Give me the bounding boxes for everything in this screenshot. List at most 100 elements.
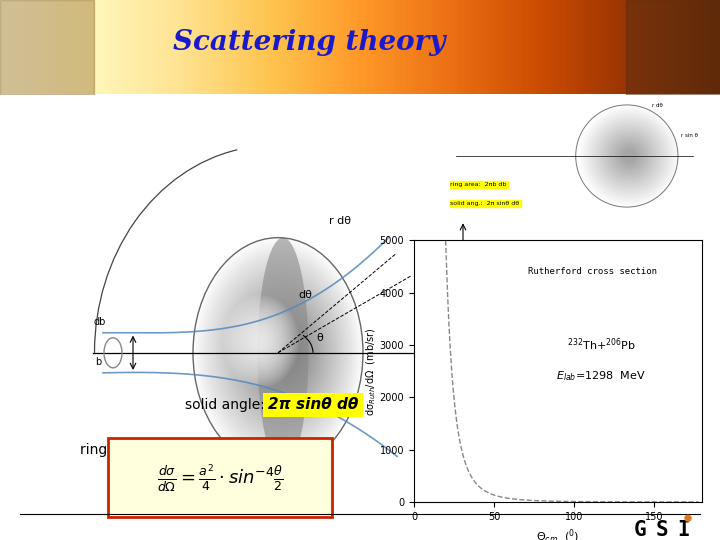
- Ellipse shape: [215, 264, 346, 442]
- Text: r sin θ: r sin θ: [471, 385, 505, 395]
- Ellipse shape: [277, 341, 295, 365]
- Ellipse shape: [236, 290, 328, 415]
- Ellipse shape: [616, 143, 642, 169]
- Ellipse shape: [585, 111, 675, 201]
- Ellipse shape: [598, 125, 660, 187]
- Ellipse shape: [258, 238, 308, 468]
- Text: ring area:  2πb db: ring area: 2πb db: [451, 182, 507, 187]
- Ellipse shape: [241, 296, 324, 409]
- Text: S: S: [656, 520, 668, 540]
- Ellipse shape: [588, 114, 671, 198]
- Ellipse shape: [248, 326, 274, 357]
- Text: $^{232}$Th+$^{206}$Pb: $^{232}$Th+$^{206}$Pb: [567, 337, 636, 353]
- Ellipse shape: [241, 318, 281, 365]
- Ellipse shape: [223, 275, 338, 431]
- Text: G: G: [634, 520, 647, 540]
- Ellipse shape: [234, 288, 330, 417]
- Ellipse shape: [256, 314, 312, 392]
- Ellipse shape: [268, 329, 302, 376]
- Ellipse shape: [226, 299, 296, 383]
- Ellipse shape: [589, 116, 670, 197]
- Text: ring area:: ring area:: [80, 443, 152, 457]
- Text: r dθ: r dθ: [329, 216, 351, 226]
- Ellipse shape: [592, 119, 667, 193]
- Ellipse shape: [204, 251, 354, 455]
- Ellipse shape: [259, 319, 310, 387]
- Ellipse shape: [205, 253, 353, 453]
- Ellipse shape: [248, 306, 318, 400]
- Ellipse shape: [583, 110, 676, 202]
- Ellipse shape: [612, 139, 647, 173]
- Ellipse shape: [218, 268, 343, 437]
- FancyBboxPatch shape: [108, 438, 332, 517]
- Ellipse shape: [609, 136, 650, 177]
- Ellipse shape: [279, 343, 294, 363]
- Ellipse shape: [220, 271, 341, 435]
- Ellipse shape: [202, 248, 356, 457]
- Y-axis label: dσ$_{Ruth}$/dΩ  (mb/sr): dσ$_{Ruth}$/dΩ (mb/sr): [364, 327, 378, 416]
- Ellipse shape: [236, 312, 286, 371]
- Bar: [0, 0, 94, 94]
- Ellipse shape: [615, 141, 644, 170]
- Ellipse shape: [229, 281, 334, 424]
- Text: Rutherford cross section: Rutherford cross section: [528, 267, 657, 276]
- Text: $\frac{d\sigma}{d\Omega} = \frac{a^2}{4} \cdot sin^{-4}\frac{\theta}{2}$: $\frac{d\sigma}{d\Omega} = \frac{a^2}{4}…: [156, 462, 284, 494]
- Ellipse shape: [222, 295, 300, 387]
- Ellipse shape: [240, 315, 282, 367]
- Ellipse shape: [245, 321, 277, 361]
- Ellipse shape: [250, 308, 317, 398]
- Ellipse shape: [608, 134, 652, 178]
- Ellipse shape: [593, 120, 665, 192]
- Ellipse shape: [252, 310, 315, 396]
- Text: r sin θ: r sin θ: [680, 133, 698, 138]
- Ellipse shape: [246, 323, 276, 359]
- Ellipse shape: [200, 246, 357, 459]
- Ellipse shape: [245, 301, 321, 404]
- Ellipse shape: [601, 128, 657, 184]
- Ellipse shape: [578, 105, 680, 207]
- Ellipse shape: [620, 146, 639, 166]
- Ellipse shape: [253, 332, 269, 351]
- Ellipse shape: [228, 301, 294, 381]
- Ellipse shape: [271, 334, 300, 372]
- Ellipse shape: [227, 279, 336, 427]
- Ellipse shape: [212, 262, 347, 444]
- Ellipse shape: [233, 307, 289, 375]
- Ellipse shape: [623, 150, 636, 163]
- Ellipse shape: [246, 303, 320, 402]
- Ellipse shape: [243, 319, 279, 363]
- Ellipse shape: [581, 108, 678, 204]
- Ellipse shape: [207, 255, 351, 450]
- Bar: [626, 0, 720, 94]
- Ellipse shape: [586, 112, 673, 199]
- Ellipse shape: [600, 126, 659, 186]
- Ellipse shape: [253, 312, 314, 394]
- X-axis label: $\Theta_{cm}$  $(^{0})$: $\Theta_{cm}$ $(^{0})$: [536, 528, 580, 540]
- Ellipse shape: [216, 266, 344, 440]
- Ellipse shape: [611, 137, 648, 175]
- Ellipse shape: [275, 338, 297, 367]
- Text: θ: θ: [316, 333, 323, 343]
- Text: r dθ: r dθ: [652, 103, 663, 108]
- Ellipse shape: [621, 148, 638, 164]
- Ellipse shape: [270, 332, 301, 374]
- Ellipse shape: [243, 299, 323, 407]
- Ellipse shape: [606, 132, 653, 179]
- Text: I: I: [678, 520, 690, 540]
- Ellipse shape: [230, 303, 292, 379]
- Ellipse shape: [211, 260, 348, 446]
- Ellipse shape: [274, 336, 298, 369]
- Text: dθ: dθ: [298, 290, 312, 300]
- Ellipse shape: [266, 327, 304, 378]
- Ellipse shape: [197, 242, 360, 463]
- Ellipse shape: [263, 323, 307, 383]
- Ellipse shape: [240, 294, 325, 411]
- Ellipse shape: [233, 286, 331, 420]
- Ellipse shape: [604, 131, 654, 181]
- Text: $E_{lab}$=1298  MeV: $E_{lab}$=1298 MeV: [557, 369, 646, 383]
- Text: Scattering theory: Scattering theory: [174, 29, 446, 56]
- Ellipse shape: [261, 321, 308, 385]
- Ellipse shape: [198, 244, 359, 461]
- Ellipse shape: [281, 345, 292, 361]
- Ellipse shape: [257, 316, 311, 389]
